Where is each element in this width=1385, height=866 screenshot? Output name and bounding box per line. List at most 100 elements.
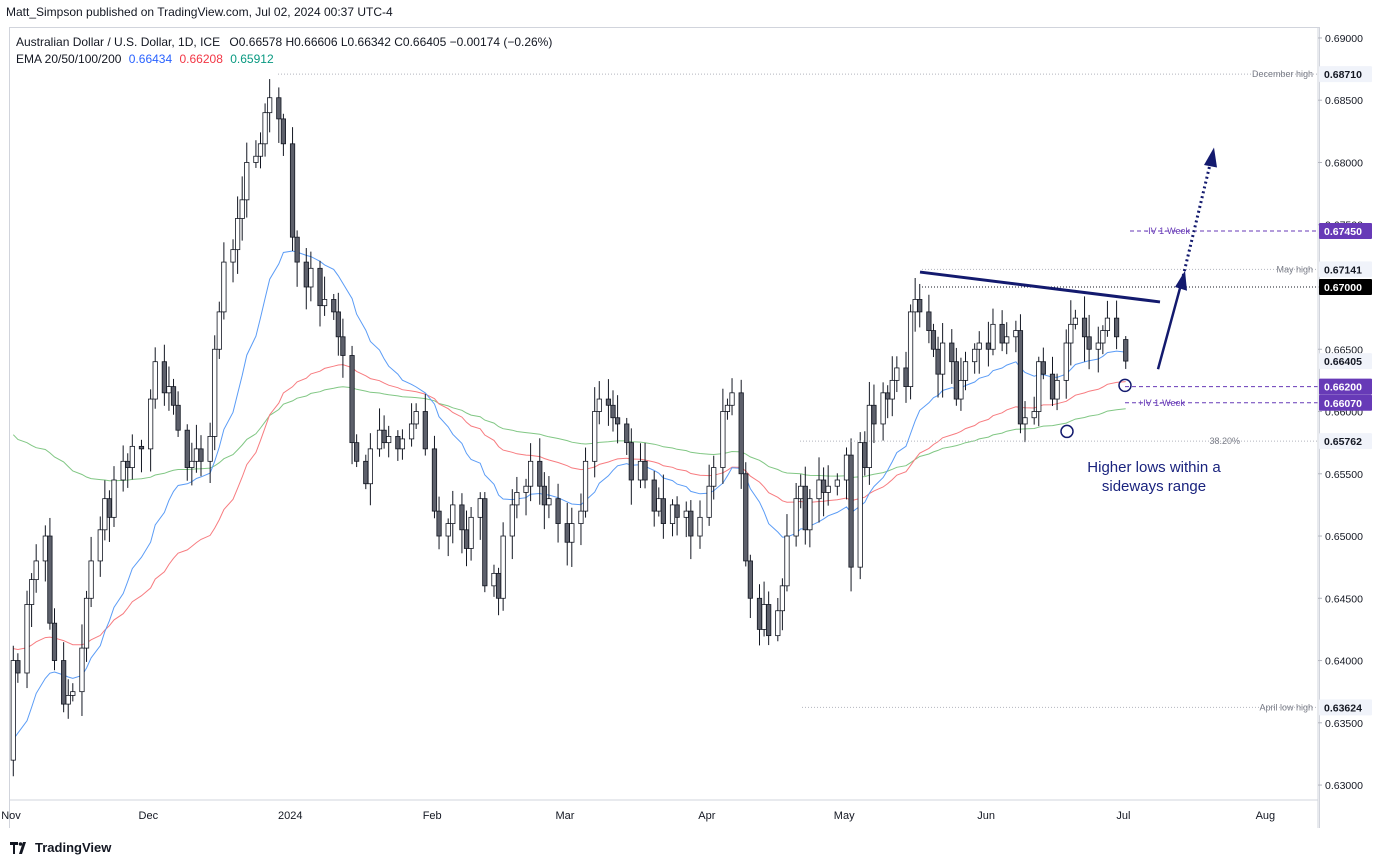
candle-down xyxy=(935,348,941,375)
symbol-name[interactable]: Australian Dollar / U.S. Dollar, 1D, ICE xyxy=(16,35,221,49)
april-low-label: April low high xyxy=(1259,702,1313,712)
publish-credit: Matt_Simpson published on TradingView.co… xyxy=(6,5,393,19)
candle-up xyxy=(1013,330,1019,338)
chart-frame xyxy=(9,27,1320,828)
candle-up xyxy=(761,604,767,630)
candle-down xyxy=(628,442,634,481)
candle-down xyxy=(175,404,181,431)
candle-down xyxy=(985,342,992,350)
candle-up xyxy=(221,261,227,313)
candle-down xyxy=(276,97,282,120)
projection-arrow-head xyxy=(1175,270,1187,291)
price-label-box xyxy=(1319,66,1372,83)
candle-up xyxy=(65,695,71,705)
candle-down xyxy=(289,143,296,238)
candle-up xyxy=(1095,342,1101,350)
time-axis: Nov Dec 2024 Feb Mar Apr May Jun Jul Aug xyxy=(1,799,1318,822)
candle-down xyxy=(651,479,657,512)
candle-down xyxy=(624,423,630,444)
candle-up xyxy=(468,516,474,549)
candle-down xyxy=(170,386,177,406)
candle-up xyxy=(880,392,886,425)
candle-up xyxy=(230,249,236,263)
candle-down xyxy=(820,479,827,493)
price-label-text: 0.66405 xyxy=(1324,356,1362,368)
candle-up xyxy=(386,436,392,444)
price-tick-label: 0.68500 xyxy=(1325,95,1363,107)
price-tick-label: 0.69000 xyxy=(1325,33,1363,45)
candle-up xyxy=(129,445,135,468)
candle-up xyxy=(569,523,575,543)
price-label-text: 0.67000 xyxy=(1324,282,1362,294)
price-label-box xyxy=(1319,699,1372,716)
may-high-label: May high xyxy=(1276,264,1313,274)
candlesticks xyxy=(10,79,1129,777)
candle-down xyxy=(564,523,570,543)
tradingview-logo[interactable]: TradingView xyxy=(10,840,111,855)
candle-down xyxy=(614,417,621,425)
candle-up xyxy=(546,498,552,506)
time-tick-label: 2024 xyxy=(278,810,302,822)
time-tick-label: Jun xyxy=(977,810,995,822)
candle-up xyxy=(816,479,822,500)
candle-up xyxy=(514,492,520,506)
time-tick-label: Apr xyxy=(698,810,715,822)
candle-down xyxy=(161,361,167,394)
candle-up xyxy=(70,691,76,696)
candle-down xyxy=(848,454,854,568)
price-label-text: 0.68710 xyxy=(1324,69,1362,81)
candle-down xyxy=(61,660,67,705)
candle-down xyxy=(1086,336,1092,350)
candle-up xyxy=(912,299,918,313)
candle-down xyxy=(335,311,341,338)
candle-up xyxy=(450,504,456,524)
ema-title[interactable]: EMA 20/50/100/200 xyxy=(16,52,122,66)
ema-line: EMA 20/50/100/200 0.66434 0.66208 0.6591… xyxy=(16,51,552,68)
price-label-box xyxy=(1319,278,1372,295)
candle-up xyxy=(834,479,840,487)
candle-up xyxy=(1072,317,1078,325)
candle-up xyxy=(1068,323,1074,344)
price-label-text: 0.67450 xyxy=(1324,226,1362,238)
candle-down xyxy=(903,367,909,388)
symbol-line: Australian Dollar / U.S. Dollar, 1D, ICE… xyxy=(16,34,552,51)
candle-up xyxy=(193,448,200,462)
candle-down xyxy=(999,323,1005,344)
price-axis: 0.690000.685000.680000.675000.670000.665… xyxy=(1317,28,1372,828)
candle-up xyxy=(253,155,259,163)
candle-up xyxy=(24,604,30,674)
candle-up xyxy=(102,498,108,531)
candle-down xyxy=(340,336,346,356)
time-tick-label: Feb xyxy=(423,810,442,822)
candle-up xyxy=(523,485,529,493)
candle-down xyxy=(537,460,543,487)
candle-up xyxy=(509,504,515,537)
candle-down xyxy=(747,560,753,599)
candle-down xyxy=(1113,317,1120,338)
candle-down xyxy=(541,485,547,506)
candle-down xyxy=(349,355,355,444)
resistance-trendline xyxy=(919,270,1161,304)
candle-up xyxy=(79,647,85,693)
candle-down xyxy=(930,330,937,350)
candle-up xyxy=(244,162,250,201)
candle-down xyxy=(280,118,286,145)
candle-up xyxy=(729,392,735,406)
candle-down xyxy=(1049,373,1056,400)
candle-up xyxy=(207,436,213,462)
target-arrow xyxy=(1180,155,1214,282)
candle-down xyxy=(482,498,488,587)
candle-up xyxy=(29,579,35,605)
candle-up xyxy=(962,361,969,381)
candle-down xyxy=(1017,330,1024,425)
price-label-box xyxy=(1319,261,1372,278)
candle-up xyxy=(321,299,328,307)
price-tick-label: 0.68000 xyxy=(1325,157,1363,169)
candle-down xyxy=(738,392,744,475)
candle-up xyxy=(976,342,982,350)
candle-up xyxy=(1104,317,1111,331)
candle-up xyxy=(500,535,506,599)
candle-up xyxy=(235,218,241,251)
candle-up xyxy=(528,460,534,487)
